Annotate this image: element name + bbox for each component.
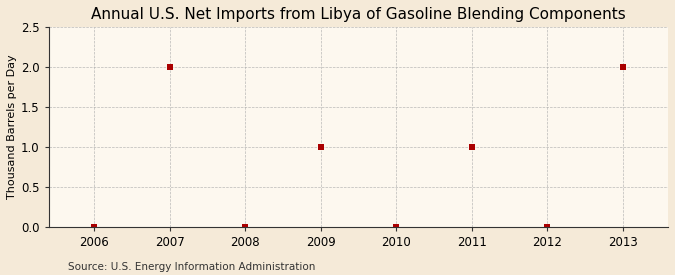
Text: Source: U.S. Energy Information Administration: Source: U.S. Energy Information Administ…: [68, 262, 315, 272]
Title: Annual U.S. Net Imports from Libya of Gasoline Blending Components: Annual U.S. Net Imports from Libya of Ga…: [91, 7, 626, 22]
Y-axis label: Thousand Barrels per Day: Thousand Barrels per Day: [7, 55, 17, 199]
